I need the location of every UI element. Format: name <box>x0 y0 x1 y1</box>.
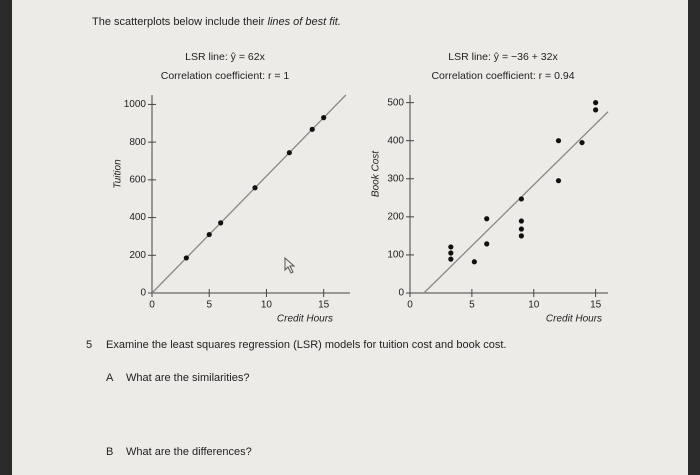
y-tick-label: 1000 <box>124 99 147 110</box>
y-axis-label: Tuition <box>113 159 124 189</box>
point <box>518 226 524 232</box>
point <box>518 218 524 224</box>
point <box>518 196 524 202</box>
y-tick-label: 600 <box>129 174 146 185</box>
paper <box>12 0 688 475</box>
question-text: Examine the least squares regression (LS… <box>106 339 506 351</box>
x-axis-label: Credit Hours <box>546 314 602 325</box>
y-tick-label: 200 <box>387 211 404 222</box>
point <box>579 139 585 146</box>
part-letter: B <box>106 446 113 458</box>
point <box>448 256 454 262</box>
point <box>286 150 292 156</box>
point <box>555 138 562 144</box>
x-tick-label: 5 <box>469 300 475 311</box>
point <box>183 255 189 261</box>
part-letter: A <box>106 372 114 384</box>
point <box>448 250 454 256</box>
point <box>471 259 477 265</box>
y-tick-label: 0 <box>140 288 146 299</box>
part-text: What are the similarities? <box>126 372 250 384</box>
point <box>448 244 454 250</box>
point <box>484 241 490 247</box>
fit-line <box>423 111 609 294</box>
subtitle: LSR line: ŷ = −36 + 32x <box>448 51 558 63</box>
y-tick-label: 800 <box>129 137 146 148</box>
point <box>484 216 490 222</box>
x-tick-label: 15 <box>590 300 602 311</box>
y-tick-label: 200 <box>129 250 146 261</box>
y-tick-label: 400 <box>129 212 146 223</box>
point <box>206 231 212 238</box>
y-axis-label: Book Cost <box>371 150 382 197</box>
y-tick-label: 0 <box>398 288 404 299</box>
y-tick-label: 400 <box>387 135 404 146</box>
y-tick-label: 300 <box>387 173 404 184</box>
x-tick-label: 5 <box>206 300 212 311</box>
y-tick-label: 100 <box>387 250 404 261</box>
point <box>218 220 224 226</box>
x-axis-label: Credit Hours <box>277 314 333 325</box>
intro-plain: The scatterplots below include their <box>92 16 265 28</box>
point <box>309 126 315 132</box>
x-tick-label: 0 <box>407 300 413 311</box>
x-tick-label: 15 <box>318 300 330 311</box>
subtitle: LSR line: ŷ = 62x <box>185 51 265 63</box>
point <box>518 233 524 239</box>
point <box>593 107 599 113</box>
x-tick-label: 0 <box>149 300 155 311</box>
caption: Correlation coefficient: r = 1 <box>161 70 290 82</box>
x-tick-label: 10 <box>528 300 540 311</box>
x-tick-label: 10 <box>261 300 273 311</box>
point <box>252 185 258 191</box>
part-text: What are the differences? <box>126 446 252 458</box>
intro-emphasis: lines of best fit. <box>268 16 341 28</box>
y-tick-label: 500 <box>387 97 404 108</box>
point <box>555 178 562 184</box>
intro-text: The scatterplots below include their lin… <box>92 16 341 28</box>
cursor-icon <box>284 256 296 274</box>
point <box>593 100 599 106</box>
caption: Correlation coefficient: r = 0.94 <box>431 70 574 82</box>
point <box>321 115 327 121</box>
question-number: 5 <box>86 339 92 351</box>
